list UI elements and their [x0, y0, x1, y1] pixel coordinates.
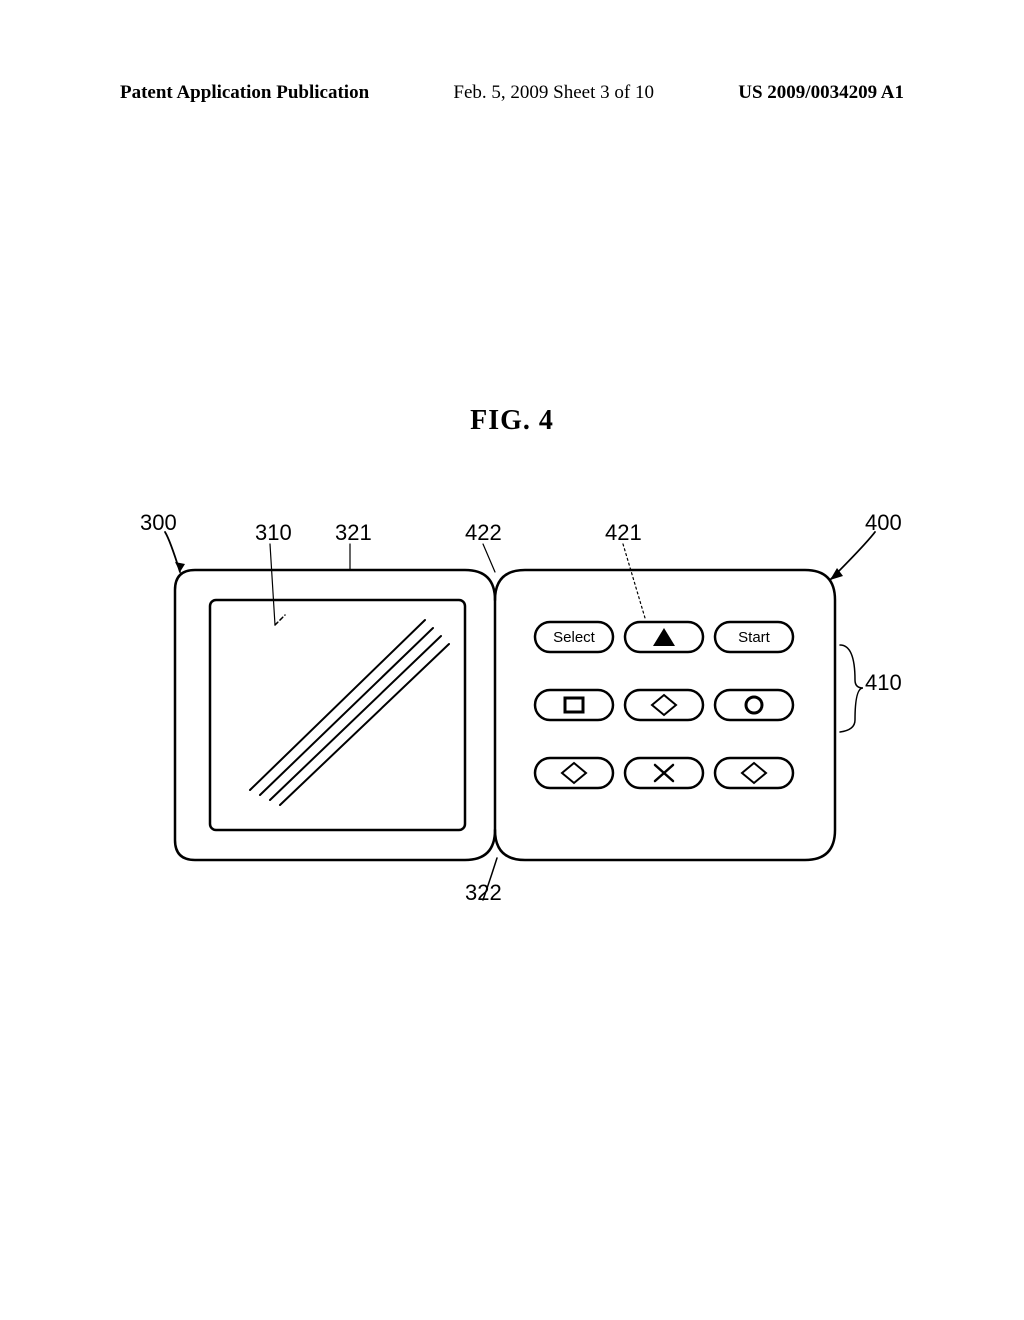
- btn-select-label: Select: [553, 629, 596, 646]
- ref-400: 400: [865, 510, 902, 536]
- header-center: Feb. 5, 2009 Sheet 3 of 10: [453, 82, 654, 104]
- figure-title: FIG. 4: [0, 405, 1024, 437]
- ref-322: 322: [465, 880, 502, 906]
- page-header: Patent Application Publication Feb. 5, 2…: [0, 82, 1024, 104]
- btn-start-label: Start: [738, 629, 771, 646]
- ref-410: 410: [865, 670, 902, 696]
- device-svg: Select Start: [125, 510, 925, 930]
- ref-300: 300: [140, 510, 177, 536]
- ref-310: 310: [255, 520, 292, 546]
- header-left: Patent Application Publication: [120, 82, 369, 104]
- ref-421: 421: [605, 520, 642, 546]
- patent-diagram: 300 310 321 422 421 400 410 322: [125, 510, 925, 930]
- ref-321: 321: [335, 520, 372, 546]
- ref-422: 422: [465, 520, 502, 546]
- header-right: US 2009/0034209 A1: [738, 82, 904, 104]
